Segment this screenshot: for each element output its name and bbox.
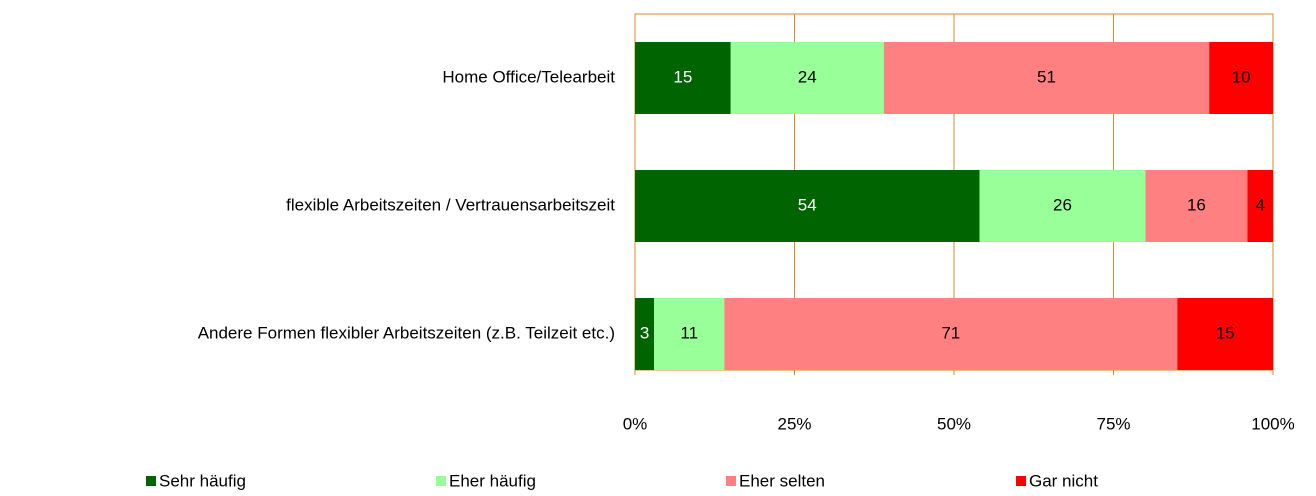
data-label: 51: [1037, 67, 1056, 86]
legend-label: Gar nicht: [1029, 471, 1098, 490]
data-label: 24: [798, 67, 817, 86]
data-label: 54: [798, 195, 817, 214]
legend-marker: [1016, 476, 1026, 486]
legend-marker: [726, 476, 736, 486]
bar-segment: [883, 42, 1210, 114]
bar-segment: [1247, 170, 1273, 242]
bar-segment: [979, 170, 1146, 242]
bar-segment: [635, 42, 731, 114]
data-label: 4: [1256, 195, 1265, 214]
data-label: 15: [673, 67, 692, 86]
bar-segment: [1145, 170, 1248, 242]
bar-segment: [635, 298, 655, 370]
data-label: 10: [1232, 67, 1251, 86]
x-tick-label: 0%: [623, 414, 648, 433]
legend-label: Eher häufig: [449, 471, 536, 490]
bar-segment: [635, 170, 980, 242]
x-tick-label: 75%: [1096, 414, 1130, 433]
data-label: 15: [1216, 323, 1235, 342]
x-tick-label: 50%: [937, 414, 971, 433]
bar-segment: [1209, 42, 1273, 114]
bar-segment: [730, 42, 884, 114]
data-label: 16: [1187, 195, 1206, 214]
y-tick-label: Andere Formen flexibler Arbeitszeiten (z…: [198, 323, 615, 342]
data-label: 26: [1053, 195, 1072, 214]
data-label: 11: [680, 323, 698, 342]
bar-segment: [654, 298, 725, 370]
bar-segment: [724, 298, 1178, 370]
data-label: 71: [941, 323, 960, 342]
bar-segment: [1177, 298, 1273, 370]
legend-label: Eher selten: [739, 471, 825, 490]
y-tick-label: flexible Arbeitszeiten / Vertrauensarbei…: [286, 195, 615, 214]
data-label: 3: [640, 323, 649, 342]
x-tick-label: 25%: [777, 414, 811, 433]
legend-marker: [146, 476, 156, 486]
y-tick-label: Home Office/Telearbeit: [442, 67, 615, 86]
legend-label: Sehr häufig: [159, 471, 246, 490]
x-tick-label: 100%: [1251, 414, 1294, 433]
legend-marker: [436, 476, 446, 486]
